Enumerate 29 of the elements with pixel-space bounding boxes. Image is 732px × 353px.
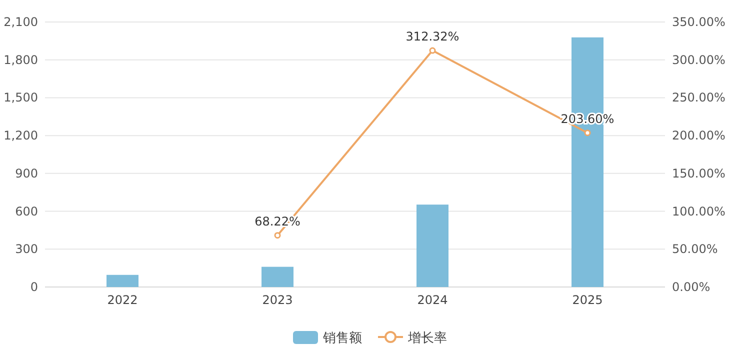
- y2-tick-label: 0.00%: [672, 280, 710, 294]
- bar: [262, 266, 294, 287]
- y2-tick-label: 250.00%: [672, 90, 726, 105]
- x-tick-label: 2023: [262, 293, 293, 307]
- y2-tick-label: 300.00%: [672, 52, 726, 67]
- y2-tick-label: 150.00%: [672, 166, 726, 180]
- legend-label: 增长率: [407, 330, 447, 346]
- bar: [416, 204, 448, 287]
- y2-tick-label: 350.00%: [672, 15, 726, 29]
- point: [584, 130, 591, 136]
- y2-tick-label: 50.00%: [672, 242, 718, 256]
- y2-tick-label: 200.00%: [672, 128, 726, 143]
- x-tick-label: 2025: [572, 293, 603, 307]
- bar: [106, 274, 138, 287]
- legend-label: 销售额: [322, 331, 362, 346]
- y-tick-label: 2,100: [4, 15, 38, 29]
- x-tick-label: 2024: [417, 293, 448, 307]
- y-tick-label: 1,800: [4, 52, 38, 67]
- y-tick-label: 1,200: [4, 128, 38, 143]
- y-tick-label: 0: [30, 280, 38, 294]
- y2-tick-label: 100.00%: [672, 204, 726, 218]
- y-tick-label: 1,500: [4, 90, 38, 105]
- data-label: 312.32%: [406, 30, 460, 44]
- point: [274, 232, 281, 239]
- point: [429, 47, 436, 54]
- x-tick-label: 2022: [107, 293, 138, 307]
- y-tick-label: 300: [15, 242, 38, 256]
- y-tick-label: 900: [15, 166, 38, 180]
- y-tick-label: 600: [15, 204, 38, 218]
